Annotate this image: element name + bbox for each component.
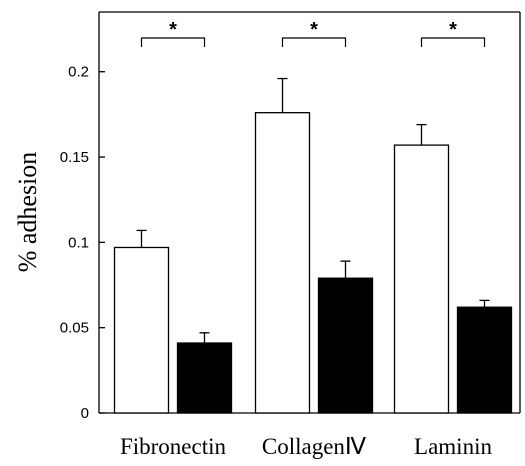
significance-marker: *	[169, 19, 177, 41]
significance-marker: *	[310, 19, 318, 41]
axes	[98, 11, 521, 414]
bar	[254, 112, 311, 414]
bar	[176, 342, 233, 414]
significance-bracket	[420, 37, 486, 47]
y-tick-label: 0	[81, 405, 89, 422]
y-tick-label: 0.15	[60, 149, 89, 166]
significance-marker: *	[449, 19, 457, 41]
y-tick-label: 0.2	[68, 64, 89, 81]
category-label: Fibronectin	[120, 434, 227, 459]
bars	[113, 37, 513, 414]
significance-bracket	[281, 37, 347, 47]
y-tick-label: 0.1	[68, 234, 89, 251]
bar	[456, 306, 513, 414]
bar	[393, 144, 450, 414]
labels: 0 0.05 0.1 0.15 0.2 * Fibronectin * CollagenⅣ * La…	[60, 19, 493, 459]
category-label: Laminin	[414, 434, 492, 459]
y-axis-title: % adhesion	[13, 152, 42, 273]
bar	[113, 246, 170, 414]
bar	[317, 277, 374, 414]
y-tick-label: 0.05	[60, 320, 89, 337]
significance-bracket	[140, 37, 206, 47]
category-label: CollagenⅣ	[262, 434, 367, 459]
